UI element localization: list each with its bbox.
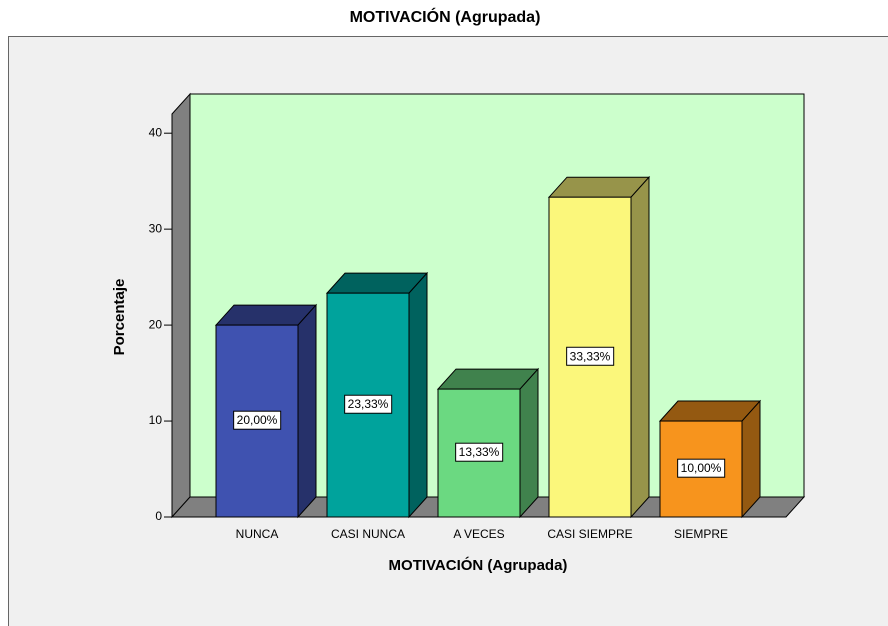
x-tick-label: CASI NUNCA (331, 527, 405, 541)
x-tick-label: SIEMPRE (674, 527, 728, 541)
x-axis-title: MOTIVACIÓN (Agrupada) (389, 556, 568, 574)
value-label: 20,00% (237, 413, 278, 427)
y-tick-label: 40 (149, 125, 163, 139)
value-label-box (233, 410, 282, 430)
y-tick-label: 0 (155, 509, 162, 523)
y-tick-label: 20 (149, 317, 163, 331)
chart-title: MOTIVACIÓN (Agrupada) (350, 7, 541, 26)
y-tick-label: 10 (149, 413, 163, 427)
y-axis-title: Porcentaje (111, 279, 128, 356)
x-tick-label: A VECES (453, 527, 504, 541)
bar-side (519, 367, 539, 519)
y-tick-label: 30 (149, 221, 163, 235)
value-label: 23,33% (348, 397, 389, 411)
value-label-box (677, 458, 726, 478)
value-label: 13,33% (459, 445, 500, 459)
value-label: 10,00% (681, 461, 722, 475)
value-label: 33,33% (570, 349, 611, 363)
bar-side (297, 303, 317, 519)
x-tick-label: CASI SIEMPRE (547, 527, 632, 541)
side-wall (171, 92, 191, 519)
value-label-box (344, 394, 393, 414)
value-label-box (455, 442, 504, 462)
x-tick-label: NUNCA (236, 527, 279, 541)
bar-side (630, 175, 650, 519)
bar-side (741, 399, 761, 519)
value-label-box (566, 346, 615, 366)
bar-side (408, 271, 428, 519)
bar (215, 324, 299, 518)
